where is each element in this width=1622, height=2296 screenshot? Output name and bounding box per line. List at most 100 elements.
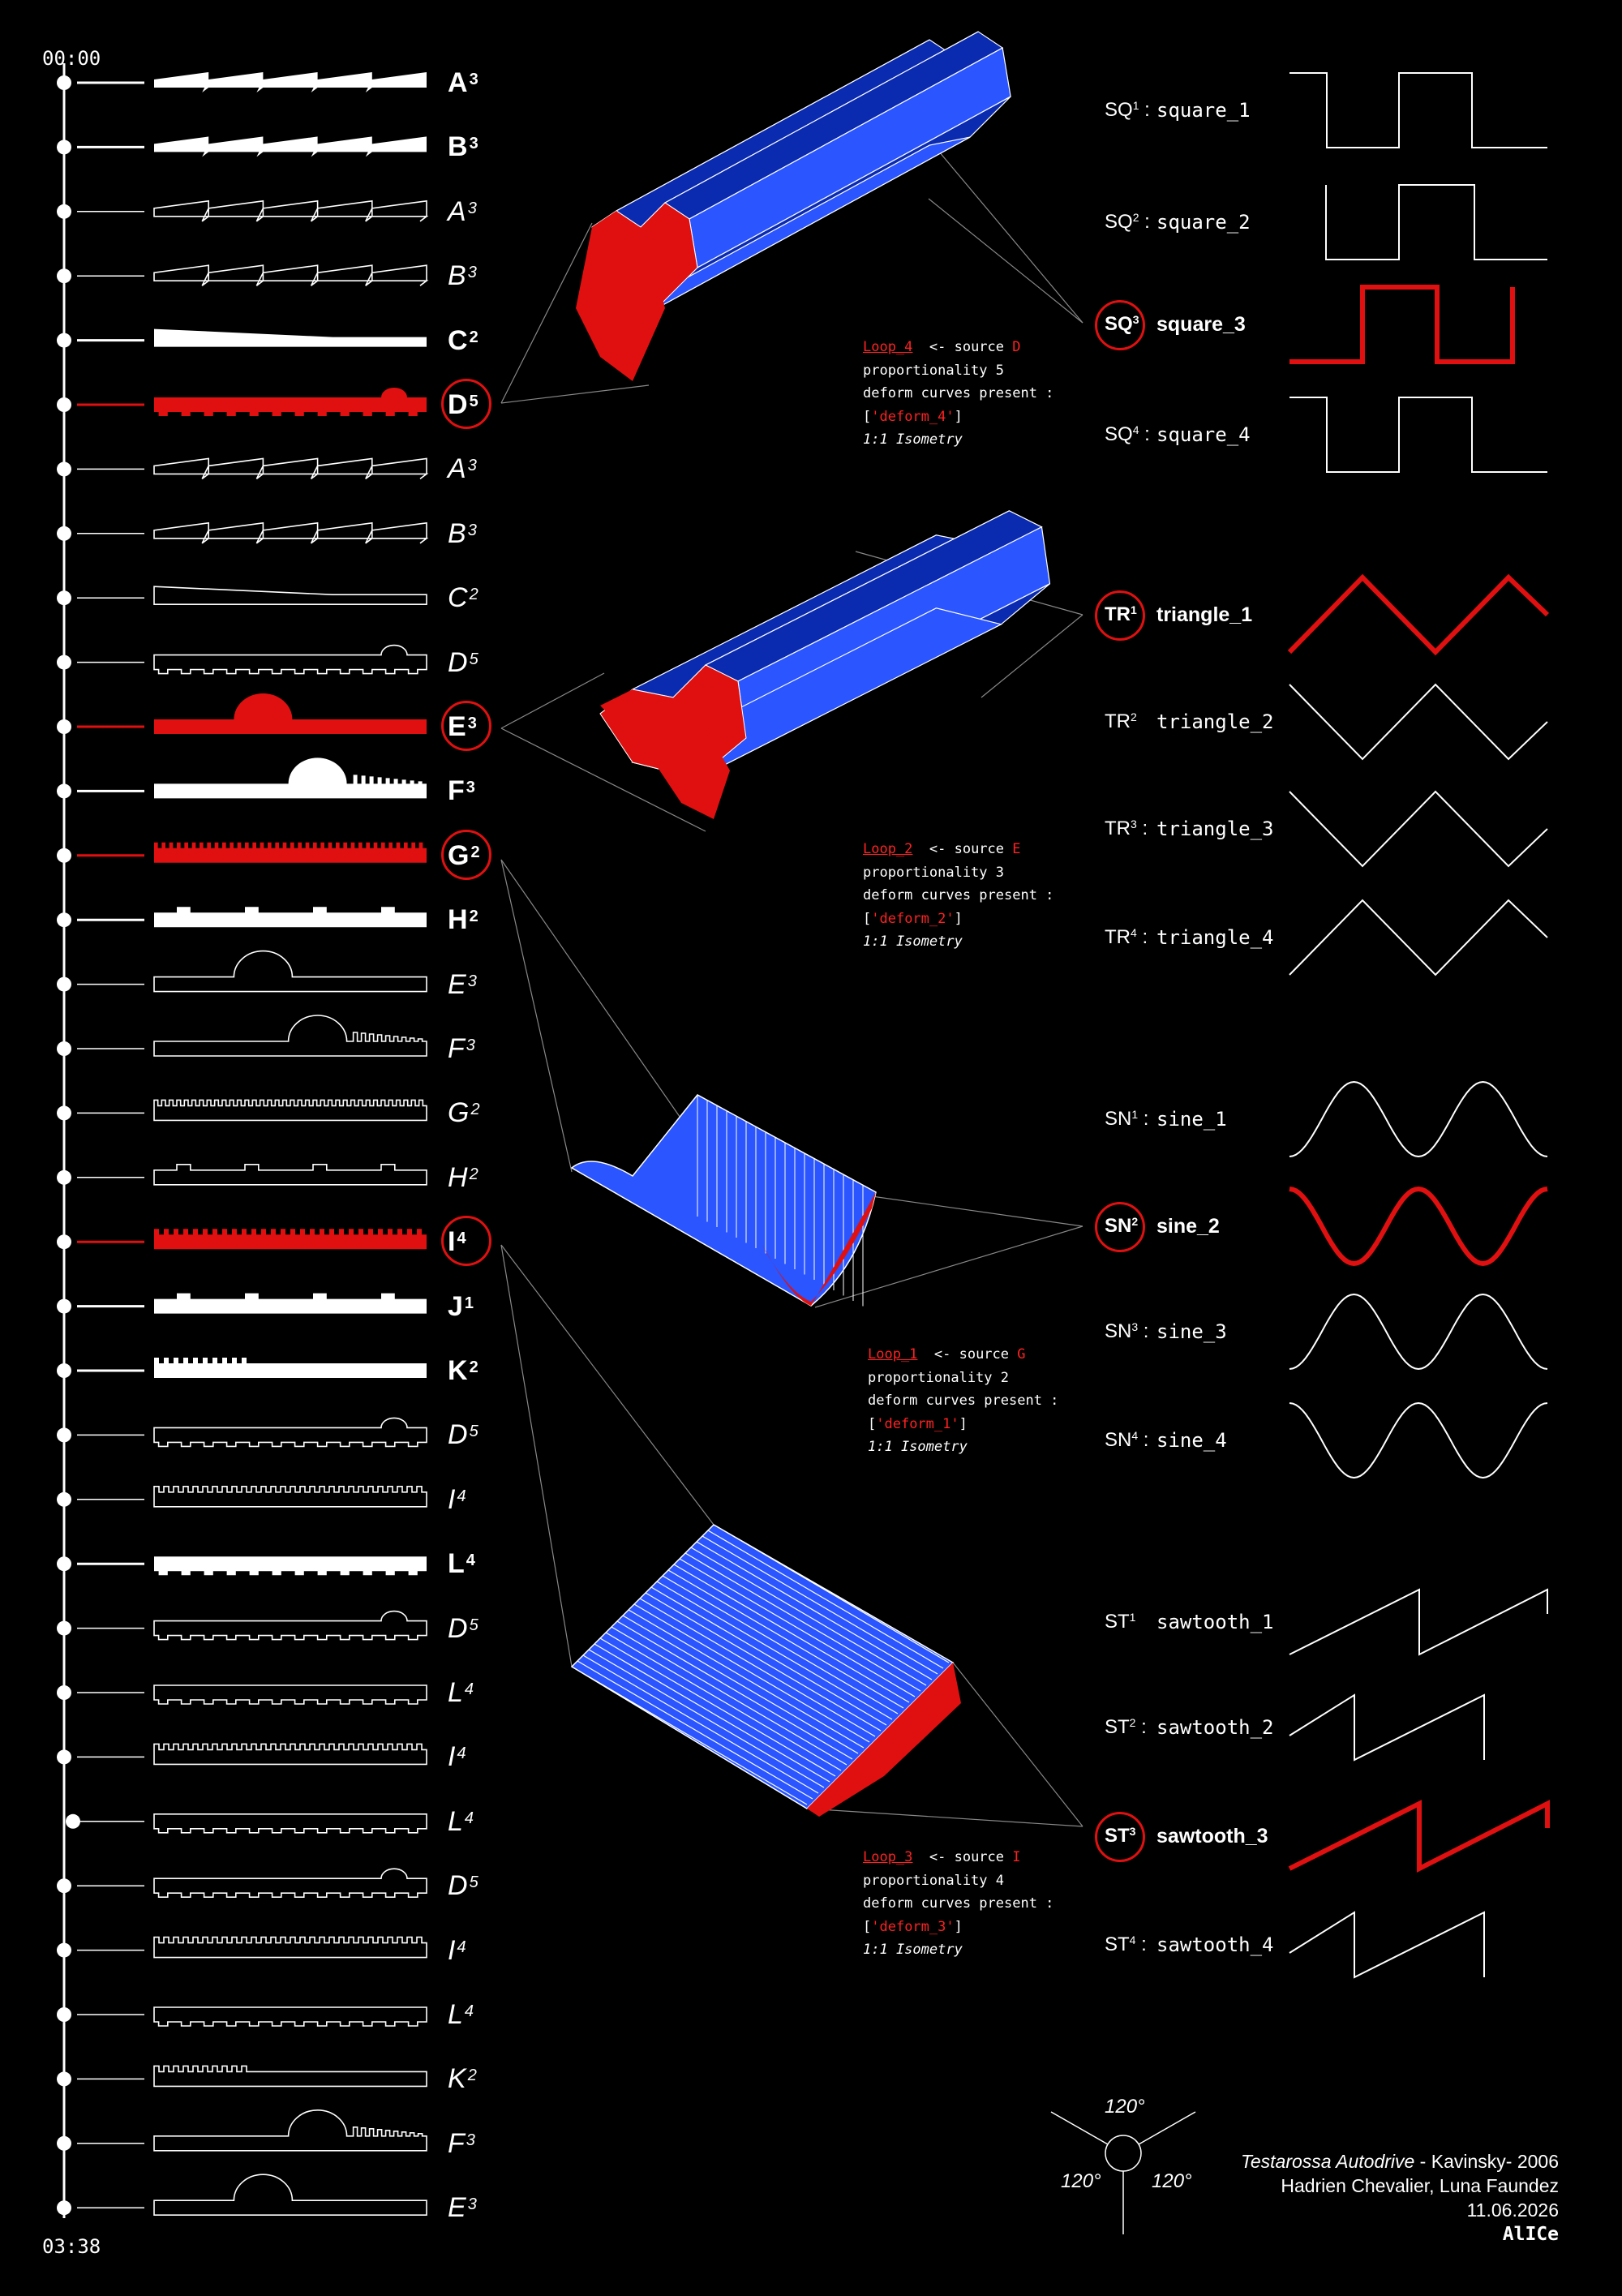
timeline-marker [57,976,71,992]
sequence-shape [153,1936,427,1959]
sequence-shape [154,693,427,734]
timeline-marker [57,2200,71,2216]
note-octave: 2 [469,586,478,604]
projection-line [500,727,706,832]
note-letter: C [448,582,468,614]
projection-line [500,384,650,404]
loop-arrow: <- source [912,339,1013,355]
wave-code-index: 1 [1129,1611,1136,1624]
wave-name: triangle_3 [1156,818,1274,840]
rib-line [605,1632,842,1771]
timeline-marker [57,1427,71,1443]
credits: Testarossa Autodrive - Kavinsky- 2006 Ha… [1241,2149,1559,2247]
note-octave: 5 [469,1873,478,1892]
loop-deform-name: 'deform_2' [871,910,955,927]
note-octave: 4 [464,2002,474,2020]
projection-line [806,1808,1083,1827]
sequence-shape [154,1358,427,1378]
sequence-shape [153,1486,427,1508]
rib-line [650,1586,887,1726]
timeline-row [57,200,429,222]
time-start: 00:00 [42,47,101,70]
note-octave: 5 [469,393,478,410]
loop-object [500,1244,1083,1827]
wave-code-letters: SN [1105,1108,1132,1130]
note-letter: A [448,67,468,98]
timeline-row [57,1015,427,1057]
wave-code: TR4 : [1105,926,1148,949]
loop-source: D [1012,339,1021,355]
note-octave: 3 [467,199,477,217]
wave-code-letters: TR [1105,818,1131,839]
wave-code-index: 2 [1131,710,1137,723]
timeline-row [57,328,427,348]
sequence-shape [154,1556,427,1576]
timeline-marker [57,2071,71,2087]
timeline-marker [57,1749,71,1765]
sine-wave [1289,1186,1548,1267]
wave-name: sine_1 [1156,1108,1227,1131]
rib-line [702,1535,938,1675]
wave-name: square_4 [1156,423,1251,446]
note-letter: K [448,2063,466,2095]
note-octave: 3 [467,2195,477,2214]
note-octave: 3 [469,71,478,88]
wave-code: TR3 : [1105,818,1148,840]
sequence-shape [153,1743,427,1766]
timeline-marker [57,848,71,863]
timeline-row [66,1813,427,1834]
loop-arrow: <- source [912,1849,1013,1865]
rib-line [611,1626,847,1766]
wave-code: ST1 [1105,1611,1135,1633]
timeline-marker [57,783,71,799]
timeline-marker [57,139,71,155]
note-letter: L [448,1677,463,1708]
sequence-shape [153,1015,427,1057]
loop-deform-label: deform curves present : [868,1393,1059,1409]
timeline-row [57,1743,427,1766]
loop-isometry: 1:1 Isometry [863,933,963,950]
loop-deform-label: deform curves present : [863,887,1054,903]
note-letter: I [448,1934,456,1966]
note-octave: 2 [470,843,480,861]
note-letter: L [448,1999,463,2030]
wave-code-sep: : [1135,1933,1147,1955]
timeline-row [57,1936,427,1959]
projection-line [500,859,573,1173]
projection-line [814,1225,1083,1308]
note-letter: F [448,1033,465,1064]
timeline-marker [57,461,71,477]
deform-red [807,1663,961,1817]
loop-source: G [1017,1346,1026,1363]
note-letter: I [448,1483,456,1515]
note-letter: A [448,195,466,227]
note-octave: 3 [466,779,475,797]
isometry-axes-icon [1050,2111,1196,2234]
timeline-row [57,2109,427,2152]
sequence-shape [154,388,427,416]
timeline-row [57,72,427,92]
rib-line [696,1541,933,1680]
loop-source: I [1012,1849,1021,1865]
wave-code-letters: SN [1105,1429,1132,1451]
note-letter: F [448,2127,465,2159]
wave-code-index: 1 [1132,99,1139,112]
timeline-row [57,388,427,416]
rib-line [628,1609,865,1749]
projection-line [500,1244,714,1526]
